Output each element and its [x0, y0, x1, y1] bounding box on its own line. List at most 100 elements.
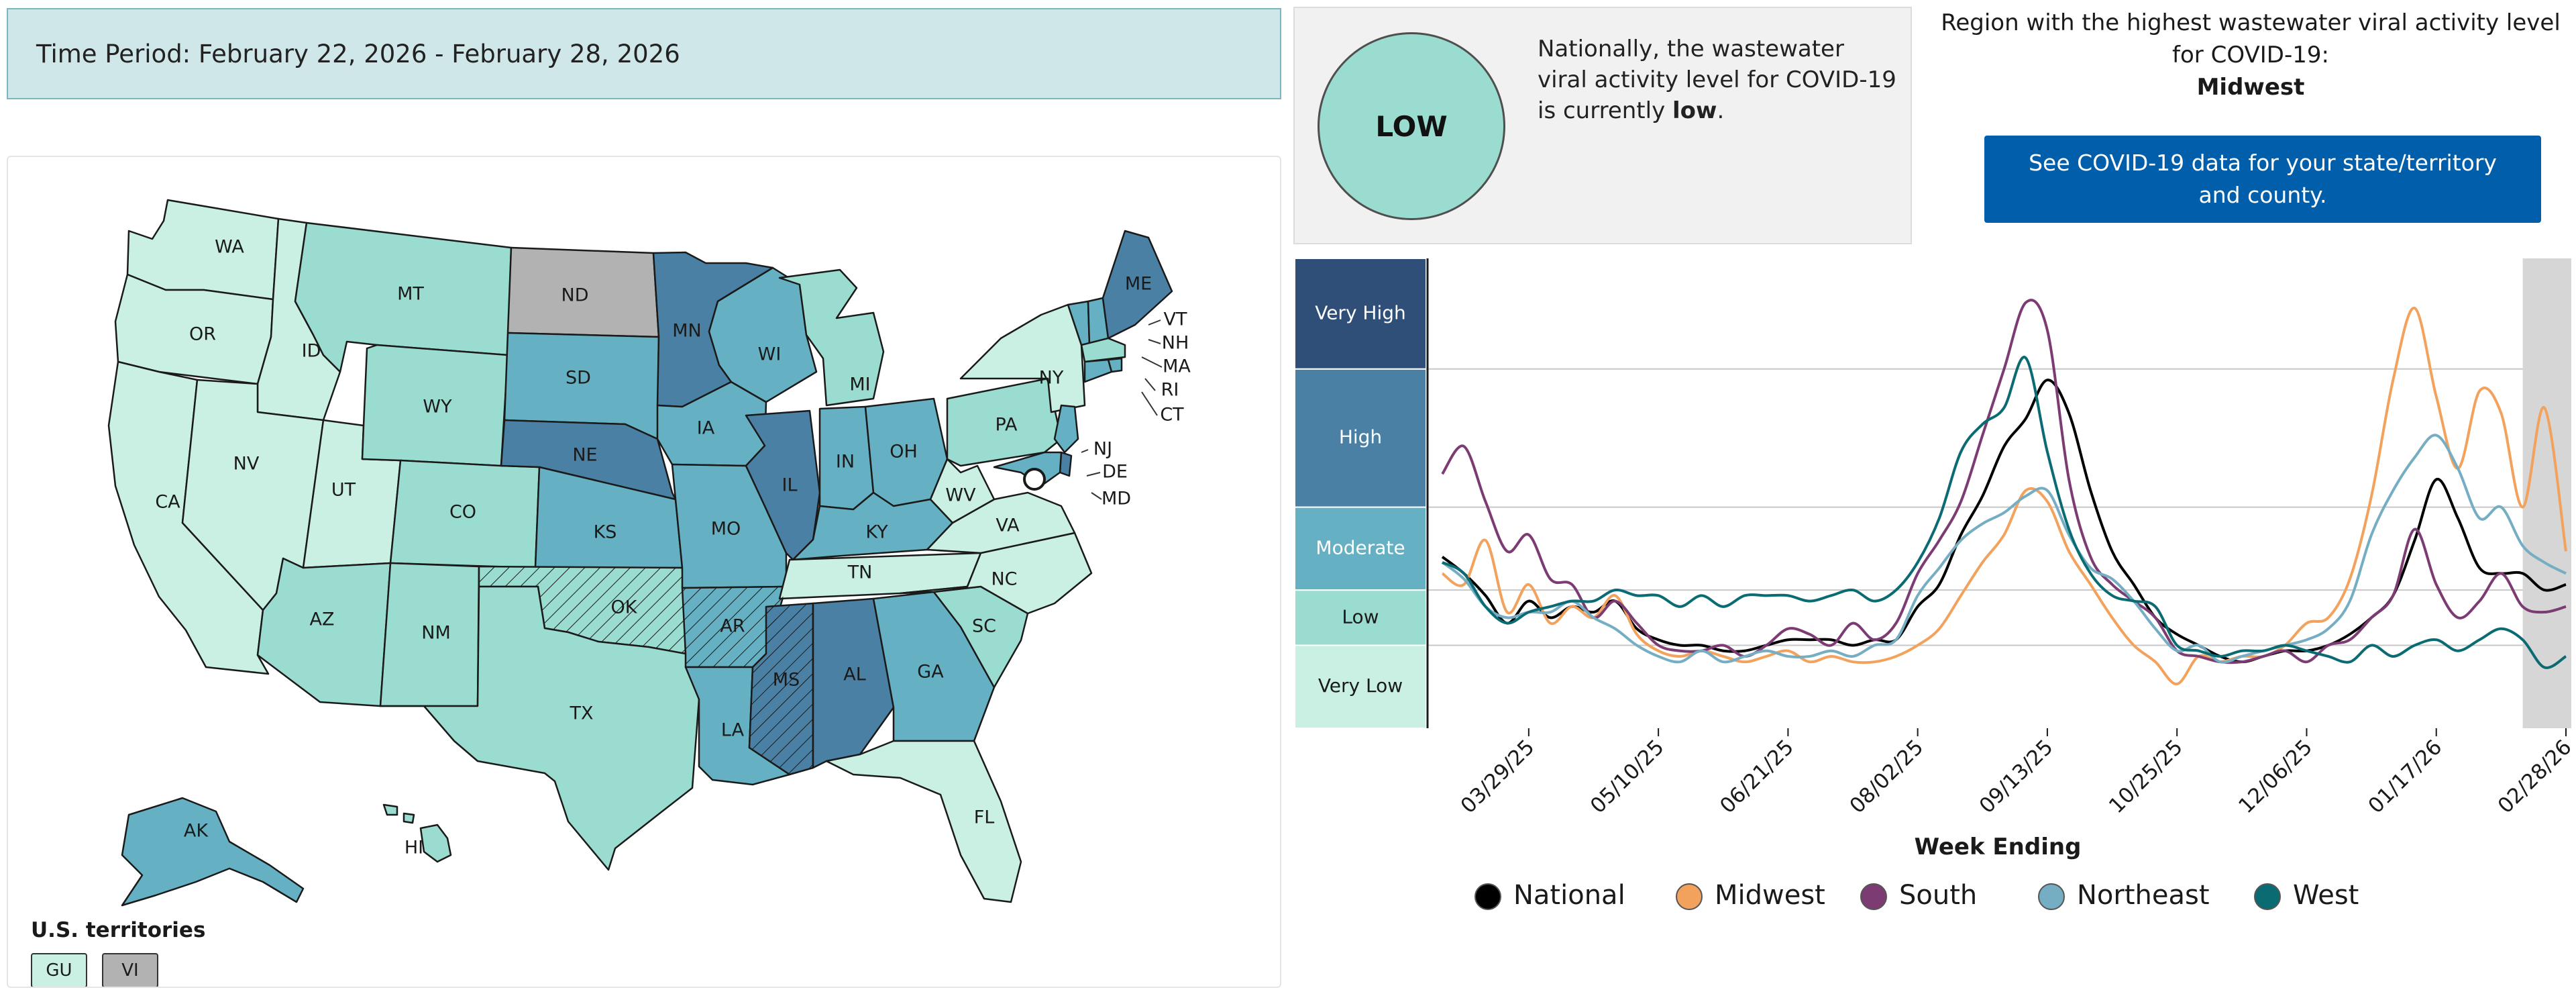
dc-marker[interactable]	[1023, 468, 1046, 491]
state-nm-label: NM	[421, 623, 451, 644]
x-tick-label: 12/06/25	[2234, 735, 2317, 818]
state-ne-label: NE	[572, 445, 597, 466]
territory-vi[interactable]: VI	[102, 953, 158, 987]
state-fl-label: FL	[974, 807, 995, 828]
state-ct-leader	[1141, 391, 1158, 416]
state-mi[interactable]	[778, 268, 885, 407]
state-hi-label: HI	[405, 838, 423, 858]
state-hi[interactable]	[382, 803, 452, 863]
state-ct-label: CT	[1160, 405, 1184, 426]
state-al-label: AL	[843, 664, 866, 685]
state-il[interactable]	[745, 409, 821, 561]
state-ne[interactable]	[500, 419, 677, 501]
series-line-national	[1441, 379, 2567, 664]
legend-label-west[interactable]: West	[2293, 880, 2359, 911]
state-ma-label: MA	[1163, 356, 1191, 377]
state-ca-label: CA	[155, 492, 180, 513]
state-wy-label: WY	[423, 397, 452, 417]
us-map: WA OR CA ID NV UT AZ MT WY CO NM ND SD NE KS OK TX MN IA MO…	[107, 199, 1191, 907]
level-band-low	[1294, 589, 1427, 646]
state-fl[interactable]	[825, 740, 1022, 903]
time-period-banner: Time Period: February 22, 2026 - Februar…	[7, 8, 1281, 99]
state-vt-label: VT	[1164, 309, 1187, 330]
national-level-circle: LOW	[1318, 32, 1505, 220]
state-mt-label: MT	[397, 284, 424, 305]
state-wv-label: WV	[945, 485, 976, 506]
legend-marker-northeast	[2038, 883, 2065, 910]
state-de-leader	[1086, 472, 1101, 477]
x-tick-label: 10/25/25	[2104, 735, 2188, 818]
level-band-label-very-low: Very Low	[1318, 675, 1403, 697]
series-line-west	[1442, 356, 2567, 669]
state-ct[interactable]	[1083, 358, 1113, 383]
national-level-box: LOW Nationally, the wastewater viral act…	[1293, 7, 1912, 244]
series-line-south	[1441, 299, 2567, 664]
territory-gu[interactable]: GU	[31, 953, 87, 987]
series-line-midwest	[1441, 307, 2567, 686]
state-ms-hatch	[749, 603, 813, 775]
x-tick-label: 02/28/26	[2493, 735, 2576, 818]
state-ar-hatch	[682, 587, 786, 667]
state-tn-label: TN	[847, 562, 873, 583]
national-level-label: LOW	[1375, 109, 1448, 143]
legend-label-national[interactable]: National	[1513, 880, 1625, 911]
territory-vi-label: VI	[121, 960, 139, 981]
region-highest-name: Midwest	[2196, 74, 2305, 101]
state-ak[interactable]	[121, 797, 305, 907]
us-map-panel: WA OR CA ID NV UT AZ MT WY CO NM ND SD NE KS OK TX MN IA MO…	[7, 156, 1281, 988]
x-tick-label: 01/17/26	[2363, 735, 2447, 818]
state-md-label: MD	[1102, 489, 1131, 509]
level-band-label-moderate: Moderate	[1316, 536, 1405, 558]
territories-title: U.S. territories	[31, 918, 206, 942]
state-wa-label: WA	[215, 237, 244, 258]
state-il-label: IL	[782, 475, 797, 496]
level-band-moderate	[1294, 506, 1427, 591]
national-level-text-prefix: Nationally, the wastewater viral activit…	[1538, 36, 1896, 124]
state-ak-label: AK	[184, 821, 209, 842]
state-sd-label: SD	[566, 368, 591, 389]
state-tx[interactable]	[379, 585, 700, 871]
state-ny-label: NY	[1039, 368, 1064, 389]
level-band-very-high	[1294, 258, 1427, 370]
legend-label-northeast[interactable]: Northeast	[2077, 880, 2210, 911]
state-ms-label: MS	[773, 670, 800, 691]
state-nc[interactable]	[899, 532, 1093, 615]
state-ks-label: KS	[594, 522, 617, 543]
state-nj[interactable]	[1053, 404, 1079, 454]
legend-label-midwest[interactable]: Midwest	[1715, 880, 1825, 911]
state-nj-label: NJ	[1093, 439, 1112, 460]
legend-label-south[interactable]: South	[1899, 880, 1977, 911]
state-ri-leader	[1144, 378, 1156, 391]
state-ma-leader	[1141, 356, 1163, 368]
state-or-label: OR	[189, 324, 216, 345]
legend-marker-midwest	[1676, 883, 1703, 910]
state-tx-label: TX	[570, 703, 594, 724]
state-data-button-label: See COVID-19 data for your state/territo…	[2029, 150, 2497, 208]
x-tick-label: 05/10/25	[1586, 735, 1669, 818]
state-data-button[interactable]: See COVID-19 data for your state/territo…	[1984, 136, 2541, 223]
x-tick-label: 03/29/25	[1456, 735, 1540, 818]
region-highest-box: Region with the highest wastewater viral…	[1932, 7, 2569, 103]
national-level-text-suffix: .	[1717, 97, 1725, 124]
legend-marker-national	[1474, 883, 1501, 910]
state-la-label: LA	[721, 720, 745, 741]
state-wi-label: WI	[758, 344, 782, 365]
x-tick-label: 06/21/25	[1715, 735, 1799, 818]
state-ok-hatch	[479, 566, 686, 654]
state-ma[interactable]	[1080, 337, 1126, 363]
trend-chart: Very Low Low Moderate High Very High 03/29/2…	[1294, 258, 2576, 911]
state-nv-label: NV	[233, 454, 260, 475]
level-band-label-low: Low	[1342, 605, 1379, 628]
territory-gu-label: GU	[46, 960, 72, 981]
state-id-label: ID	[302, 341, 321, 362]
legend-marker-south	[1860, 883, 1887, 910]
state-va-label: VA	[996, 515, 1020, 536]
state-vt-leader	[1148, 319, 1161, 326]
state-ri-label: RI	[1161, 380, 1179, 401]
x-tick-label: 09/13/25	[1975, 735, 2058, 818]
state-az-label: AZ	[310, 609, 335, 630]
state-me-label: ME	[1125, 274, 1152, 295]
state-nd-label: ND	[561, 285, 589, 306]
state-sc-label: SC	[972, 616, 996, 637]
state-ut-label: UT	[331, 480, 356, 501]
